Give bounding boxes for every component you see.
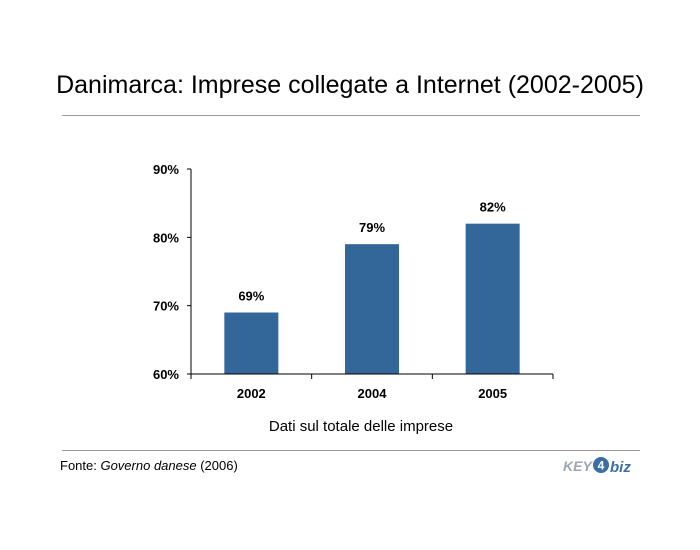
bar-2004 [345,244,399,374]
logo-numeral: 4 [598,459,605,473]
y-tick-label-90: 90% [153,162,179,177]
y-tick-label-80: 80% [153,230,179,245]
source-suffix: (2006) [196,458,238,473]
chart-subtitle: Dati sul totale delle imprese [268,418,454,435]
source-name: Governo danese [100,458,197,473]
title-divider [62,115,640,116]
logo-text-b: biz [610,459,631,476]
bar-2002 [224,312,279,374]
y-tick-label-60: 60% [153,367,179,382]
x-tick-label-2005: 2005 [478,386,507,401]
chart-title: Danimarca: Imprese collegate a Internet … [56,71,644,99]
footer-divider [62,450,640,451]
logo-text-a: KEY [563,458,593,474]
source-prefix: Fonte: [60,458,101,473]
key4biz-logo: KEY 4 biz [563,457,631,476]
data-label-2005: 82% [480,200,506,215]
bar-2005 [465,223,520,374]
logo-circle-icon [593,457,609,473]
x-tick-label-2004: 2004 [358,386,388,401]
y-tick-label-70: 70% [153,299,179,314]
x-tick-label-2002: 2002 [237,386,266,401]
data-label-2002: 69% [238,289,264,304]
data-label-2004: 79% [359,220,385,235]
source-note: Fonte: Governo danese (2006) [60,458,238,473]
